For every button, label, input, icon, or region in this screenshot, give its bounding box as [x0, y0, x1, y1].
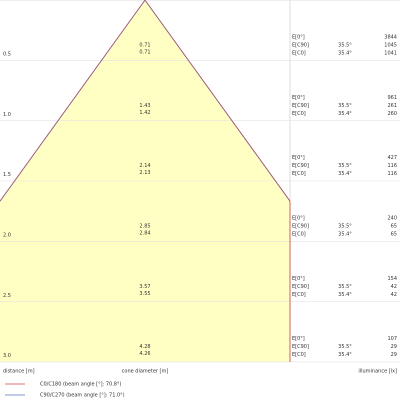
row-label: E[C0] [292, 171, 306, 177]
diameter-c90: 3.55 [139, 291, 150, 297]
row-label: E[C0] [292, 231, 306, 237]
angle: 35.5° [338, 344, 352, 350]
diameter-c90: 4.26 [139, 351, 150, 357]
diameter-c90: 2.84 [139, 230, 150, 236]
illuminance: 42 [391, 292, 397, 298]
diameter-c90: 1.42 [139, 110, 150, 116]
angle: 35.5° [338, 43, 352, 49]
angle: 35.4° [338, 352, 352, 358]
diameter-c0: 2.14 [139, 163, 150, 169]
illuminance: 65 [391, 231, 397, 237]
angle: 35.4° [338, 292, 352, 298]
legend-entry: C0/C180 (beam angle [°]: 70.8°) [40, 382, 121, 388]
row-label: E[0°] [292, 35, 305, 41]
illuminance: 42 [391, 284, 397, 290]
illuminance: 154 [387, 276, 397, 282]
axis-label: cone diameter [m] [122, 369, 169, 375]
legend-entry: C90/C270 (beam angle [°]: 71.0°) [40, 393, 125, 399]
illuminance: 107 [387, 336, 397, 342]
distance-label: 1.0 [3, 112, 11, 118]
row-label: E[C90] [292, 103, 309, 109]
cone-c90 [0, 0, 291, 202]
illuminance: 116 [387, 171, 397, 177]
row-label: E[C0] [292, 111, 306, 117]
illuminance: 1041 [384, 51, 397, 57]
illuminance: 1045 [384, 43, 397, 49]
row-label: E[C90] [292, 43, 309, 49]
row-label: E[C90] [292, 344, 309, 350]
row-label: E[C90] [292, 223, 309, 229]
diameter-c0: 4.28 [139, 344, 150, 350]
diameter-c0: 3.57 [139, 284, 150, 290]
row-label: E[0°] [292, 155, 305, 161]
distance-label: 2.5 [3, 293, 11, 299]
axis-label: distance [m] [3, 369, 35, 375]
row-label: E[C90] [292, 163, 309, 169]
row-label: E[C0] [292, 352, 306, 358]
illuminance: 261 [387, 103, 397, 109]
diameter-c0: 2.85 [139, 223, 150, 229]
row-label: E[C0] [292, 292, 306, 298]
angle: 35.5° [338, 284, 352, 290]
illuminance: 3844 [384, 35, 397, 41]
angle: 35.5° [338, 223, 352, 229]
illuminance: 240 [387, 215, 397, 221]
row-label: E[0°] [292, 336, 305, 342]
diameter-c90: 0.71 [139, 50, 150, 56]
angle: 35.4° [338, 231, 352, 237]
row-label: E[C90] [292, 284, 309, 290]
illuminance: 427 [387, 155, 397, 161]
distance-label: 2.0 [3, 232, 11, 238]
diameter-c0: 0.71 [139, 43, 150, 49]
illuminance: 29 [391, 352, 397, 358]
row-label: E[0°] [292, 276, 305, 282]
diameter-c90: 2.13 [139, 170, 150, 176]
illuminance: 116 [387, 163, 397, 169]
angle: 35.4° [338, 51, 352, 57]
diameter-c0: 1.43 [139, 103, 150, 109]
row-label: E[C0] [292, 51, 306, 57]
illuminance: 29 [391, 344, 397, 350]
distance-label: 3.0 [3, 353, 11, 359]
row-label: E[0°] [292, 215, 305, 221]
illuminance: 260 [387, 111, 397, 117]
angle: 35.4° [338, 171, 352, 177]
illuminance: 961 [387, 95, 397, 101]
distance-label: 1.5 [3, 172, 11, 178]
row-label: E[0°] [292, 95, 305, 101]
distance-label: 0.5 [3, 52, 11, 58]
illuminance: 65 [391, 223, 397, 229]
angle: 35.5° [338, 103, 352, 109]
angle: 35.5° [338, 163, 352, 169]
axis-label: illuminance [lx] [358, 369, 397, 375]
angle: 35.4° [338, 111, 352, 117]
